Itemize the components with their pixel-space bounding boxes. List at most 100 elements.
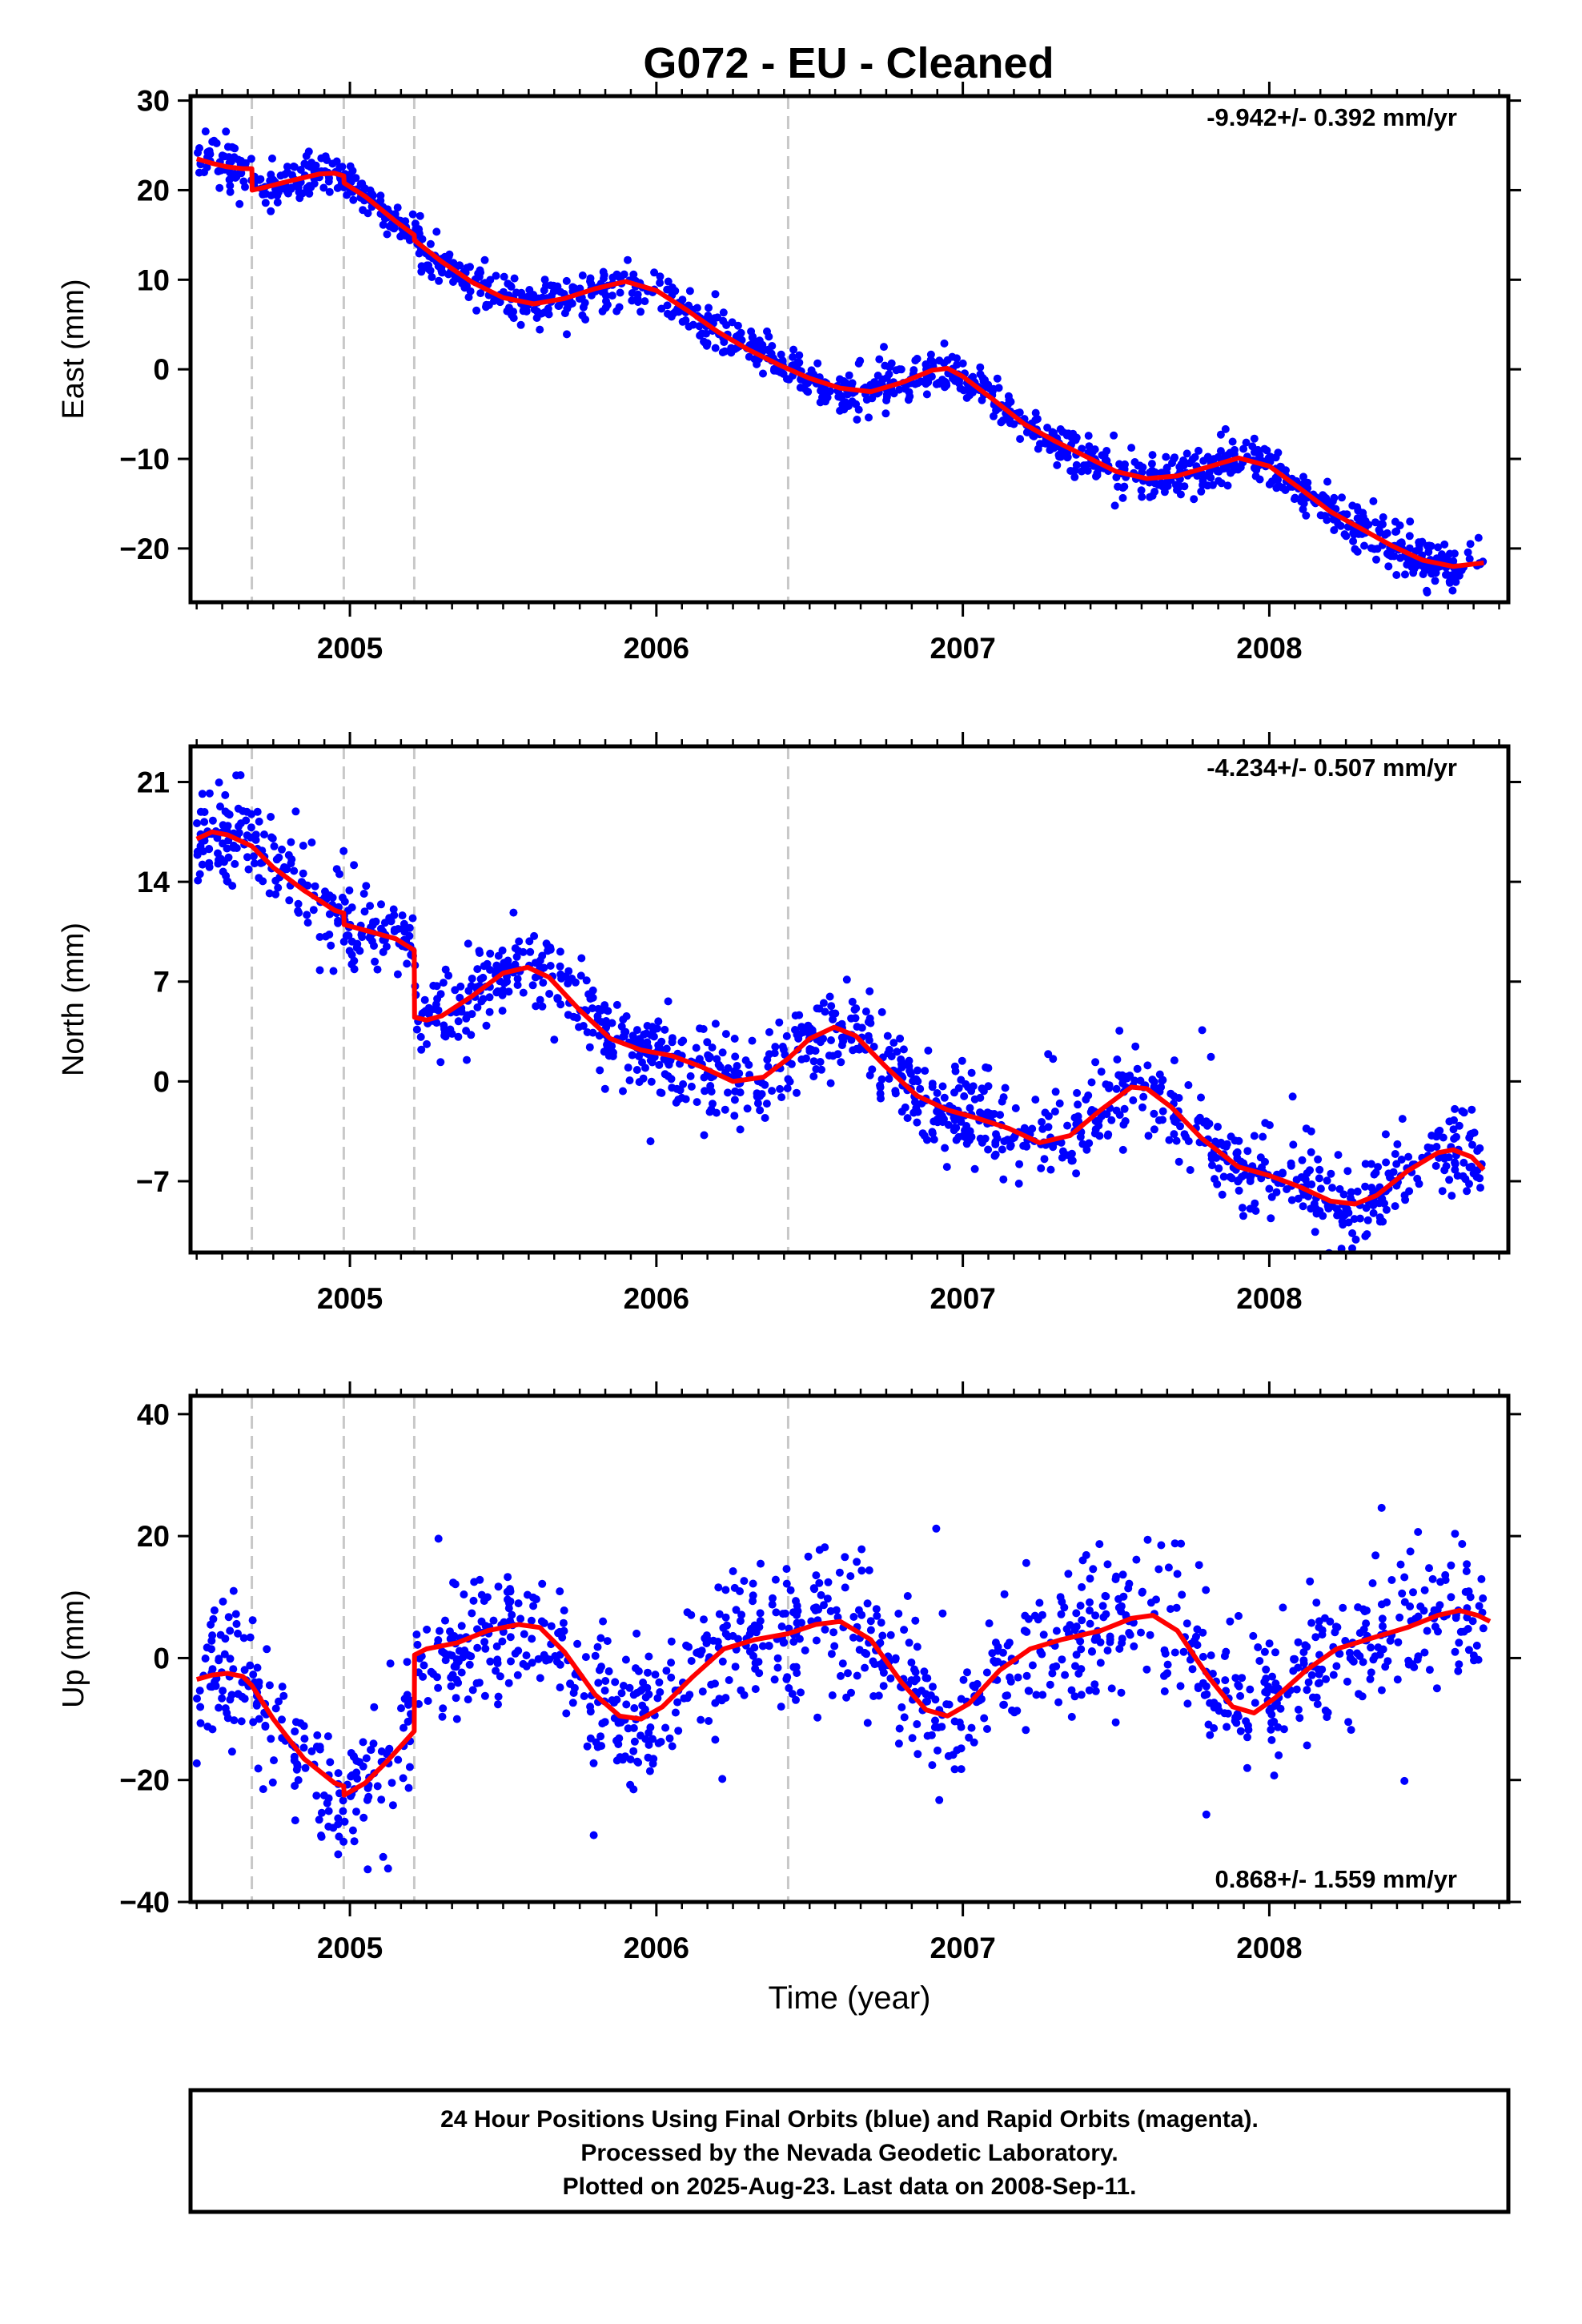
data-point: [707, 1088, 716, 1096]
data-point: [1268, 1672, 1276, 1681]
data-point: [1226, 1617, 1235, 1626]
data-point: [932, 1524, 941, 1533]
data-point: [370, 942, 378, 950]
data-point: [873, 372, 882, 380]
data-point: [722, 321, 731, 329]
data-point: [636, 308, 645, 316]
data-point: [596, 1634, 605, 1642]
data-point: [1440, 540, 1449, 549]
data-point: [588, 1004, 596, 1013]
data-point: [275, 1697, 283, 1706]
data-point: [220, 858, 228, 866]
data-point: [480, 279, 489, 287]
data-point: [893, 1047, 901, 1056]
data-point: [1014, 1673, 1022, 1682]
data-point: [711, 1019, 720, 1028]
data-point: [353, 1775, 362, 1783]
data-point: [434, 262, 443, 271]
data-point: [377, 1795, 386, 1804]
data-point: [593, 1642, 602, 1651]
data-point: [1063, 431, 1072, 440]
data-point: [494, 1582, 503, 1591]
data-point: [600, 1084, 609, 1093]
data-point: [347, 937, 356, 946]
data-point: [786, 1586, 795, 1594]
data-point: [563, 304, 572, 313]
data-point: [413, 1640, 422, 1649]
data-point: [540, 1618, 548, 1627]
data-point: [1205, 468, 1214, 476]
data-point: [321, 887, 329, 896]
data-point: [907, 1659, 916, 1667]
data-point: [1283, 1690, 1292, 1699]
data-point: [1440, 1166, 1449, 1175]
data-point: [727, 344, 736, 352]
data-point: [250, 859, 259, 868]
data-point: [715, 1695, 724, 1703]
data-point: [1347, 1188, 1355, 1196]
data-point: [279, 1691, 288, 1700]
data-point: [205, 789, 214, 798]
data-point: [1369, 497, 1378, 505]
data-point: [693, 1098, 701, 1107]
data-point: [1449, 1125, 1458, 1134]
data-point: [366, 186, 375, 195]
data-point: [1326, 1617, 1335, 1626]
data-point: [578, 311, 587, 320]
data-point: [1425, 1564, 1433, 1573]
data-point: [910, 1665, 918, 1674]
data-point: [441, 1616, 449, 1625]
data-point: [1254, 1643, 1263, 1651]
data-point: [234, 804, 243, 813]
data-point: [994, 384, 1003, 392]
data-point: [1243, 1721, 1252, 1730]
data-point: [817, 1065, 825, 1074]
data-point: [434, 1006, 443, 1015]
data-point: [700, 1073, 709, 1082]
data-point: [582, 976, 591, 985]
data-point: [405, 1763, 414, 1771]
data-point: [1396, 1560, 1405, 1569]
data-point: [592, 1738, 600, 1747]
data-point: [994, 1647, 1002, 1655]
data-point: [1129, 1096, 1138, 1104]
data-point: [740, 1577, 749, 1586]
data-point: [1055, 1099, 1064, 1108]
data-point: [657, 304, 666, 313]
data-point: [1000, 1590, 1009, 1598]
data-point: [386, 1659, 395, 1668]
data-point: [700, 1615, 708, 1624]
data-point: [253, 807, 262, 816]
data-point: [1267, 1719, 1276, 1727]
data-point: [624, 255, 632, 264]
data-point: [266, 176, 275, 185]
data-point: [1382, 1158, 1391, 1167]
data-point: [223, 877, 232, 886]
data-point: [847, 1688, 855, 1697]
data-point: [1363, 1216, 1372, 1224]
data-point: [265, 889, 274, 898]
data-point: [803, 387, 811, 396]
data-point: [1192, 1632, 1200, 1641]
data-point: [1258, 1163, 1266, 1172]
data-point: [1173, 1570, 1182, 1578]
data-point: [1251, 1207, 1260, 1215]
data-point: [268, 154, 276, 163]
data-point: [737, 1610, 746, 1619]
data-point: [1312, 1693, 1321, 1702]
data-point: [1182, 1619, 1191, 1628]
plot-area: [194, 96, 1488, 602]
data-point: [736, 1617, 745, 1626]
data-point: [291, 1816, 299, 1825]
data-point: [964, 1083, 972, 1092]
data-point: [685, 287, 694, 296]
data-point: [556, 1660, 564, 1669]
data-point: [1150, 1109, 1158, 1118]
data-point: [531, 959, 540, 967]
data-point: [536, 1674, 544, 1683]
data-point: [1350, 1215, 1359, 1224]
data-point: [299, 1743, 308, 1752]
data-point: [1137, 1628, 1145, 1637]
data-point: [1281, 486, 1290, 494]
data-point: [1338, 1265, 1346, 1273]
